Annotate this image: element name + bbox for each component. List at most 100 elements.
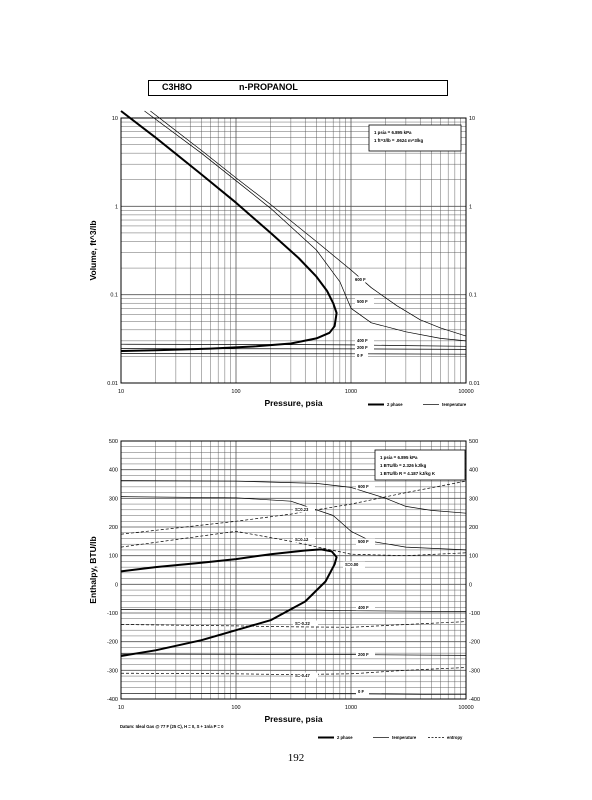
curve-label: S=0.00	[345, 562, 359, 567]
curve-label: S=0.23	[295, 507, 309, 512]
y-tick-label-right: 400	[469, 468, 478, 474]
curve-label: 500 F	[357, 299, 368, 304]
curve-label-background	[353, 276, 372, 283]
curve-label-background	[356, 483, 375, 490]
two-phase-dome-line	[120, 110, 338, 352]
y-tick-label-left: 0.1	[110, 293, 118, 299]
curve-label: 200 F	[357, 345, 368, 350]
x-axis-label: Pressure, psia	[264, 398, 322, 408]
x-tick-label: 100	[231, 705, 240, 711]
temperature-line	[120, 353, 467, 355]
volume-pressure-chart: 10 100 1000 10000 0.01 0.01 0.1 0.1 1 1 10 10 Pressu…	[88, 110, 480, 408]
curve-label: 400 F	[357, 338, 368, 343]
y-tick-label-left: 0	[115, 582, 118, 588]
temperature-line	[150, 110, 467, 337]
y-tick-label-left: 0.01	[107, 381, 118, 387]
plot-frame	[120, 440, 467, 700]
y-tick-label-left: 400	[109, 468, 118, 474]
conversion-text: 1 psia = 6.895 kPa	[380, 455, 418, 460]
curve-label: 600 F	[358, 484, 369, 489]
y-tick-label-right: 0.01	[469, 381, 480, 387]
y-tick-label-right: 100	[469, 554, 478, 560]
y-axis-label: Volume, ft^3/lb	[88, 220, 98, 280]
chart-title-box: C3H8O n-PROPANOL	[148, 80, 448, 96]
temperature-line	[144, 110, 467, 342]
y-tick-label-right: -100	[469, 611, 480, 617]
curve-label: S=-0.22	[295, 621, 310, 626]
datum-footnote: Datum: Ideal Gas @ 77 F (25 C), H = 0, S…	[120, 724, 224, 729]
y-tick-label-right: 10	[469, 116, 475, 122]
y-tick-label-left: -300	[107, 668, 118, 674]
temperature-line	[120, 609, 467, 612]
y-tick-label-left: 10	[112, 116, 118, 122]
curve-label-background	[356, 604, 375, 611]
legend-label: temperature	[392, 735, 417, 740]
curve-label-background	[356, 538, 375, 545]
x-tick-label: 1000	[345, 389, 357, 395]
y-tick-label-right: 300	[469, 496, 478, 502]
curve-label: 400 F	[358, 605, 369, 610]
y-tick-label-right: 500	[469, 439, 478, 445]
y-tick-label-right: 0.1	[469, 293, 477, 299]
conversion-box	[368, 124, 462, 152]
x-tick-label: 10000	[458, 705, 473, 711]
curve-label: 600 F	[355, 277, 366, 282]
legend-label: 2 phase	[337, 735, 353, 740]
page-number: 192	[287, 752, 305, 764]
x-tick-label: 10	[118, 705, 124, 711]
chemical-name: n-PROPANOL	[239, 82, 298, 92]
temperature-line	[120, 653, 467, 656]
enthalpy-pressure-chart: 10 100 1000 10000-400 -400-300 -300-200 -200-1…	[88, 439, 480, 740]
y-tick-label-right: 0	[469, 582, 472, 588]
curve-label-background	[355, 352, 368, 359]
legend-label: 2 phase	[387, 402, 403, 407]
curve-label-background	[356, 688, 369, 695]
legend-label: entropy	[447, 735, 463, 740]
y-tick-label-left: 500	[109, 439, 118, 445]
y-tick-label-left: 200	[109, 525, 118, 531]
conversion-box	[374, 449, 466, 481]
x-tick-label: 100	[231, 389, 240, 395]
x-tick-label: 1000	[345, 705, 357, 711]
temperature-line	[120, 496, 467, 551]
y-tick-label-left: -400	[107, 697, 118, 703]
curve-label: 0 F	[358, 689, 364, 694]
y-tick-label-right: -300	[469, 668, 480, 674]
curve-label: 200 F	[358, 652, 369, 657]
curve-label-background	[293, 620, 318, 627]
entropy-line	[120, 480, 467, 535]
curve-label: 0 F	[357, 353, 363, 358]
x-tick-label: 10	[118, 389, 124, 395]
chemical-formula: C3H8O	[162, 82, 193, 92]
conversion-text: 1 BTU/lb = 2.326 kJ/kg	[380, 463, 427, 468]
curve-label-background	[343, 561, 365, 568]
curve-label-background	[356, 651, 375, 658]
curve-label-background	[293, 672, 318, 679]
x-axis-label: Pressure, psia	[264, 714, 322, 724]
y-tick-label-right: -400	[469, 697, 480, 703]
curve-label: S=0.12	[295, 537, 309, 542]
two-phase-dome-line	[120, 548, 338, 657]
y-tick-label-left: -200	[107, 640, 118, 646]
curve-label-background	[293, 536, 315, 543]
y-tick-label-right: -200	[469, 640, 480, 646]
legend-label: temperature	[442, 402, 467, 407]
curve-label: 500 F	[358, 539, 369, 544]
curve-label-background	[355, 337, 374, 344]
conversion-text: 1 BTU/lb R = 4.187 kJ/kg K	[380, 471, 436, 476]
y-tick-label-right: 200	[469, 525, 478, 531]
entropy-line	[120, 667, 467, 675]
entropy-line	[120, 621, 467, 628]
temperature-line	[120, 348, 467, 350]
y-tick-label-left: 300	[109, 496, 118, 502]
y-tick-label-left: 1	[115, 204, 118, 210]
entropy-line	[120, 530, 467, 557]
y-tick-label-right: 1	[469, 204, 472, 210]
y-tick-label-left: 100	[109, 554, 118, 560]
temperature-line	[120, 343, 467, 347]
conversion-text: 1 psia = 6.895 kPa	[374, 130, 412, 135]
curve-label-background	[355, 298, 374, 305]
curve-label-background	[293, 506, 315, 513]
y-axis-label: Enthalpy, BTU/lb	[88, 536, 98, 603]
